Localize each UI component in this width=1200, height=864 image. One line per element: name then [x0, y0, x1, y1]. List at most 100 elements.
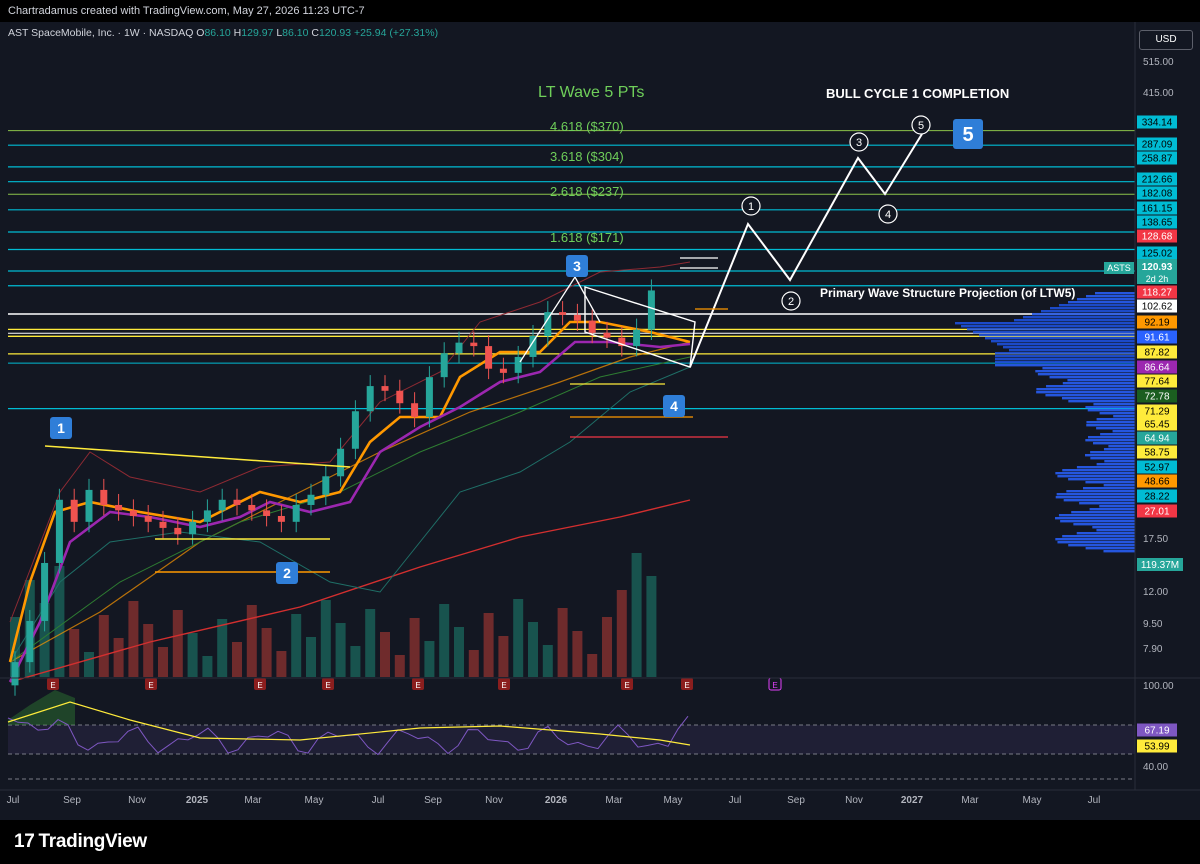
volume-profile-bar — [1090, 457, 1135, 460]
price-tag: 212.66 — [1142, 175, 1173, 186]
time-axis-label: May — [305, 795, 324, 806]
price-scale-label: 17.50 — [1143, 534, 1168, 545]
price-tag: 125.02 — [1142, 249, 1173, 260]
chart-svg[interactable]: LT Wave 5 PTs BULL CYCLE 1 COMPLETION Prim… — [0, 22, 1200, 820]
volume-bar — [54, 566, 65, 677]
candle-body — [440, 353, 448, 378]
volume-profile-bar — [985, 337, 1135, 340]
price-tag: 86.64 — [1144, 363, 1169, 374]
wave-label-3-box — [566, 255, 588, 277]
candle-body — [248, 504, 256, 511]
wave-label-3: 3 — [573, 258, 581, 274]
volume-bar — [306, 637, 316, 677]
time-axis-label: Jul — [7, 795, 20, 806]
candle-body — [159, 521, 167, 528]
candle-body — [337, 448, 345, 477]
change-value: +25.94 (+27.31%) — [354, 27, 439, 39]
price-tag-bg — [1137, 417, 1177, 431]
fib-4618-label: 4.618 ($370) — [550, 119, 624, 134]
volume-bar — [557, 608, 568, 677]
circle-wave-2: 2 — [788, 296, 794, 308]
lt-wave-title: LT Wave 5 PTs — [538, 84, 644, 101]
primary-wave-projection — [689, 133, 923, 368]
time-axis-label: Mar — [605, 795, 623, 806]
earnings-marker: E — [501, 681, 506, 690]
volume-profile-bar — [991, 340, 1135, 343]
price-scale-label: 7.90 — [1143, 644, 1163, 655]
wave-label-5-box — [953, 119, 983, 149]
tradingview-logo: 17 TradingView — [14, 831, 147, 853]
earnings-upcoming-marker: E — [772, 681, 777, 690]
volume-bar — [128, 601, 139, 677]
circle-wave-4: 4 — [885, 209, 891, 221]
price-tag-bg — [1137, 489, 1177, 503]
price-tag: 128.68 — [1142, 232, 1173, 243]
price-tag-bg — [1137, 474, 1177, 488]
candle-body — [411, 403, 419, 417]
volume-bar — [217, 619, 228, 677]
fib-2618-label: 2.618 ($237) — [550, 184, 624, 199]
volume-profile-bar — [1062, 469, 1135, 472]
earnings-marker-box — [47, 678, 59, 690]
volume-profile-bar — [1085, 547, 1135, 550]
price-tag-bg — [1137, 374, 1177, 388]
time-axis-label: May — [664, 795, 683, 806]
volume-profile-bar — [1066, 490, 1135, 493]
rsi-ma-line — [7, 701, 691, 746]
volume-profile-bar — [1096, 427, 1135, 430]
volume-bar — [616, 590, 627, 677]
candles — [11, 279, 655, 696]
earnings-marker-box — [145, 678, 157, 690]
time-axis-label: 2025 — [186, 795, 209, 806]
volume-bar — [483, 613, 494, 677]
price-tag-bg — [1137, 315, 1177, 329]
volume-profile-bar — [1062, 382, 1135, 385]
volume-profile-bar — [1085, 406, 1135, 409]
wave-label-2-box — [276, 562, 298, 584]
chart-panel[interactable]: LT Wave 5 PTs BULL CYCLE 1 COMPLETION Prim… — [0, 22, 1200, 820]
candle-body — [485, 346, 493, 369]
volume-bar — [424, 641, 435, 677]
circle-wave-2-circle — [781, 291, 801, 311]
earnings-marker-box — [412, 678, 424, 690]
candle-body — [129, 510, 137, 516]
volume-profile-bar — [1090, 451, 1135, 454]
time-axis-label: Sep — [424, 795, 442, 806]
volume-bar — [143, 624, 154, 677]
rsi-band — [8, 725, 1135, 754]
indicator-lines — [8, 261, 691, 683]
earnings-marker-box — [254, 678, 266, 690]
price-scale-label: 415.00 — [1143, 88, 1174, 99]
volume-profile-bar — [1055, 538, 1135, 541]
volume-profile-bar — [1112, 430, 1135, 433]
price-scale-label: 515.00 — [1143, 57, 1174, 68]
volume-profile-bar — [1103, 484, 1135, 487]
volume-profile-bar — [1096, 463, 1135, 466]
candle-body — [322, 476, 330, 495]
volume-bar — [498, 636, 509, 677]
volume-profile-bar — [1104, 460, 1135, 463]
time-axis-label: Nov — [485, 795, 503, 806]
volume-bar — [39, 603, 50, 677]
high-value: 129.97 — [241, 27, 274, 39]
volume-bar — [602, 617, 612, 677]
candle-body — [277, 515, 285, 522]
volume-profile-bar — [1009, 349, 1135, 352]
price-tag: 182.08 — [1142, 189, 1173, 200]
annotation-texts: LT Wave 5 PTs BULL CYCLE 1 COMPLETION Prim… — [47, 84, 1075, 691]
candle-body — [351, 411, 359, 449]
rsi-tag-bg — [1137, 723, 1177, 737]
wave-label-2: 2 — [283, 565, 291, 581]
time-axis-label: 2027 — [901, 795, 924, 806]
volume-profile-bar — [1061, 397, 1135, 400]
volume-profile-bar — [995, 355, 1135, 358]
price-tag-bg — [1137, 431, 1177, 445]
current-price-bg — [1137, 259, 1177, 284]
price-tag: 334.14 — [1142, 118, 1173, 129]
trendline-yellow — [44, 445, 351, 468]
price-tag: 27.01 — [1144, 507, 1169, 518]
price-tag-bg — [1137, 404, 1177, 418]
earnings-marker: E — [415, 681, 420, 690]
currency-selector[interactable]: USD — [1139, 30, 1193, 50]
